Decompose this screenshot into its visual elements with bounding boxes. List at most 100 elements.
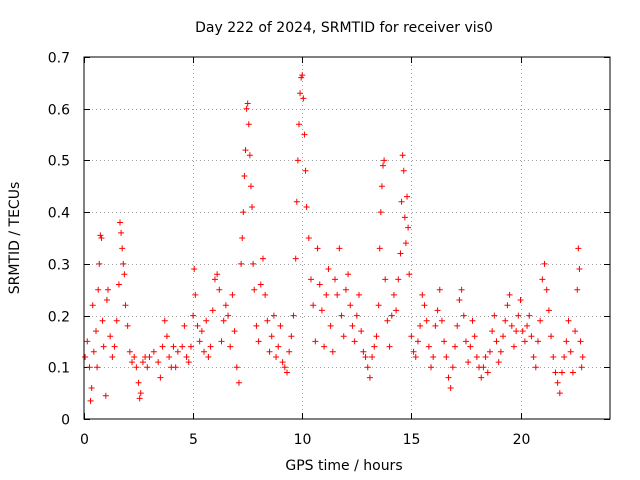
data-point (126, 348, 133, 355)
data-point (89, 302, 96, 309)
data-point (218, 338, 225, 345)
data-point (541, 260, 548, 267)
data-point (307, 276, 314, 283)
data-point (478, 374, 485, 381)
data-point (421, 302, 428, 309)
data-point (539, 276, 546, 283)
y-tick-label: 0.1 (48, 361, 70, 377)
data-point (198, 328, 205, 335)
data-point (301, 131, 308, 138)
data-point (456, 297, 463, 304)
data-point (375, 302, 382, 309)
data-point (312, 338, 319, 345)
data-point (302, 167, 309, 174)
data-point (194, 322, 201, 329)
data-point (414, 338, 421, 345)
data-point (235, 379, 242, 386)
data-point (345, 271, 352, 278)
data-point (290, 312, 297, 319)
data-point (467, 343, 474, 350)
data-point (303, 203, 310, 210)
data-point (445, 374, 452, 381)
data-point (191, 266, 198, 273)
data-point (323, 291, 330, 298)
data-point (327, 322, 334, 329)
data-point (381, 157, 388, 164)
data-point (251, 286, 258, 293)
data-point (567, 348, 574, 355)
data-point (493, 338, 500, 345)
data-point (578, 364, 585, 371)
data-point (519, 328, 526, 335)
data-point (449, 364, 456, 371)
data-point (310, 302, 317, 309)
data-point (443, 353, 450, 360)
data-point (229, 291, 236, 298)
data-point (545, 307, 552, 314)
data-point (366, 374, 373, 381)
data-point (109, 353, 116, 360)
y-tick-label: 0.6 (48, 103, 70, 119)
data-point (336, 245, 343, 252)
data-point (362, 353, 369, 360)
data-point (473, 353, 480, 360)
data-point (575, 245, 582, 252)
data-point (268, 333, 275, 340)
data-point (124, 322, 131, 329)
data-point (157, 374, 164, 381)
data-point (159, 343, 166, 350)
data-point (211, 276, 218, 283)
data-point (214, 271, 221, 278)
data-point (386, 343, 393, 350)
data-point (222, 302, 229, 309)
data-point (187, 343, 194, 350)
y-tick-label: 0.3 (48, 258, 70, 274)
data-point (353, 312, 360, 319)
data-point (428, 364, 435, 371)
data-point (82, 353, 89, 360)
data-point (371, 343, 378, 350)
data-point (401, 214, 408, 221)
data-point (95, 286, 102, 293)
data-point (179, 343, 186, 350)
data-point (292, 255, 299, 262)
data-point (554, 379, 561, 386)
chart-title: Day 222 of 2024, SRMTID for receiver vis… (195, 20, 493, 36)
data-point (408, 333, 415, 340)
data-point (139, 359, 146, 366)
data-point (504, 302, 511, 309)
plot-frame (83, 56, 611, 420)
data-point (356, 291, 363, 298)
data-point (102, 392, 109, 399)
data-point (532, 364, 539, 371)
data-point (103, 297, 110, 304)
y-tick-label: 0.4 (48, 206, 70, 222)
data-point (275, 343, 282, 350)
data-point (458, 286, 465, 293)
data-point (241, 172, 248, 179)
data-point (347, 302, 354, 309)
data-point (155, 359, 162, 366)
data-point (146, 353, 153, 360)
data-point (259, 255, 266, 262)
data-point (135, 379, 142, 386)
data-point (243, 105, 250, 112)
data-point (137, 390, 144, 397)
data-point (548, 333, 555, 340)
data-point (469, 317, 476, 324)
data-point (120, 260, 127, 267)
data-point (163, 333, 170, 340)
data-point (452, 343, 459, 350)
data-point (242, 147, 249, 154)
data-point (105, 286, 112, 293)
data-point (86, 364, 93, 371)
data-point (423, 317, 430, 324)
data-point (561, 353, 568, 360)
data-point (253, 322, 260, 329)
data-point (436, 286, 443, 293)
data-point (404, 193, 411, 200)
y-tick-label: 0.7 (48, 51, 70, 67)
data-point (434, 307, 441, 314)
data-point (358, 328, 365, 335)
data-point (246, 152, 253, 159)
